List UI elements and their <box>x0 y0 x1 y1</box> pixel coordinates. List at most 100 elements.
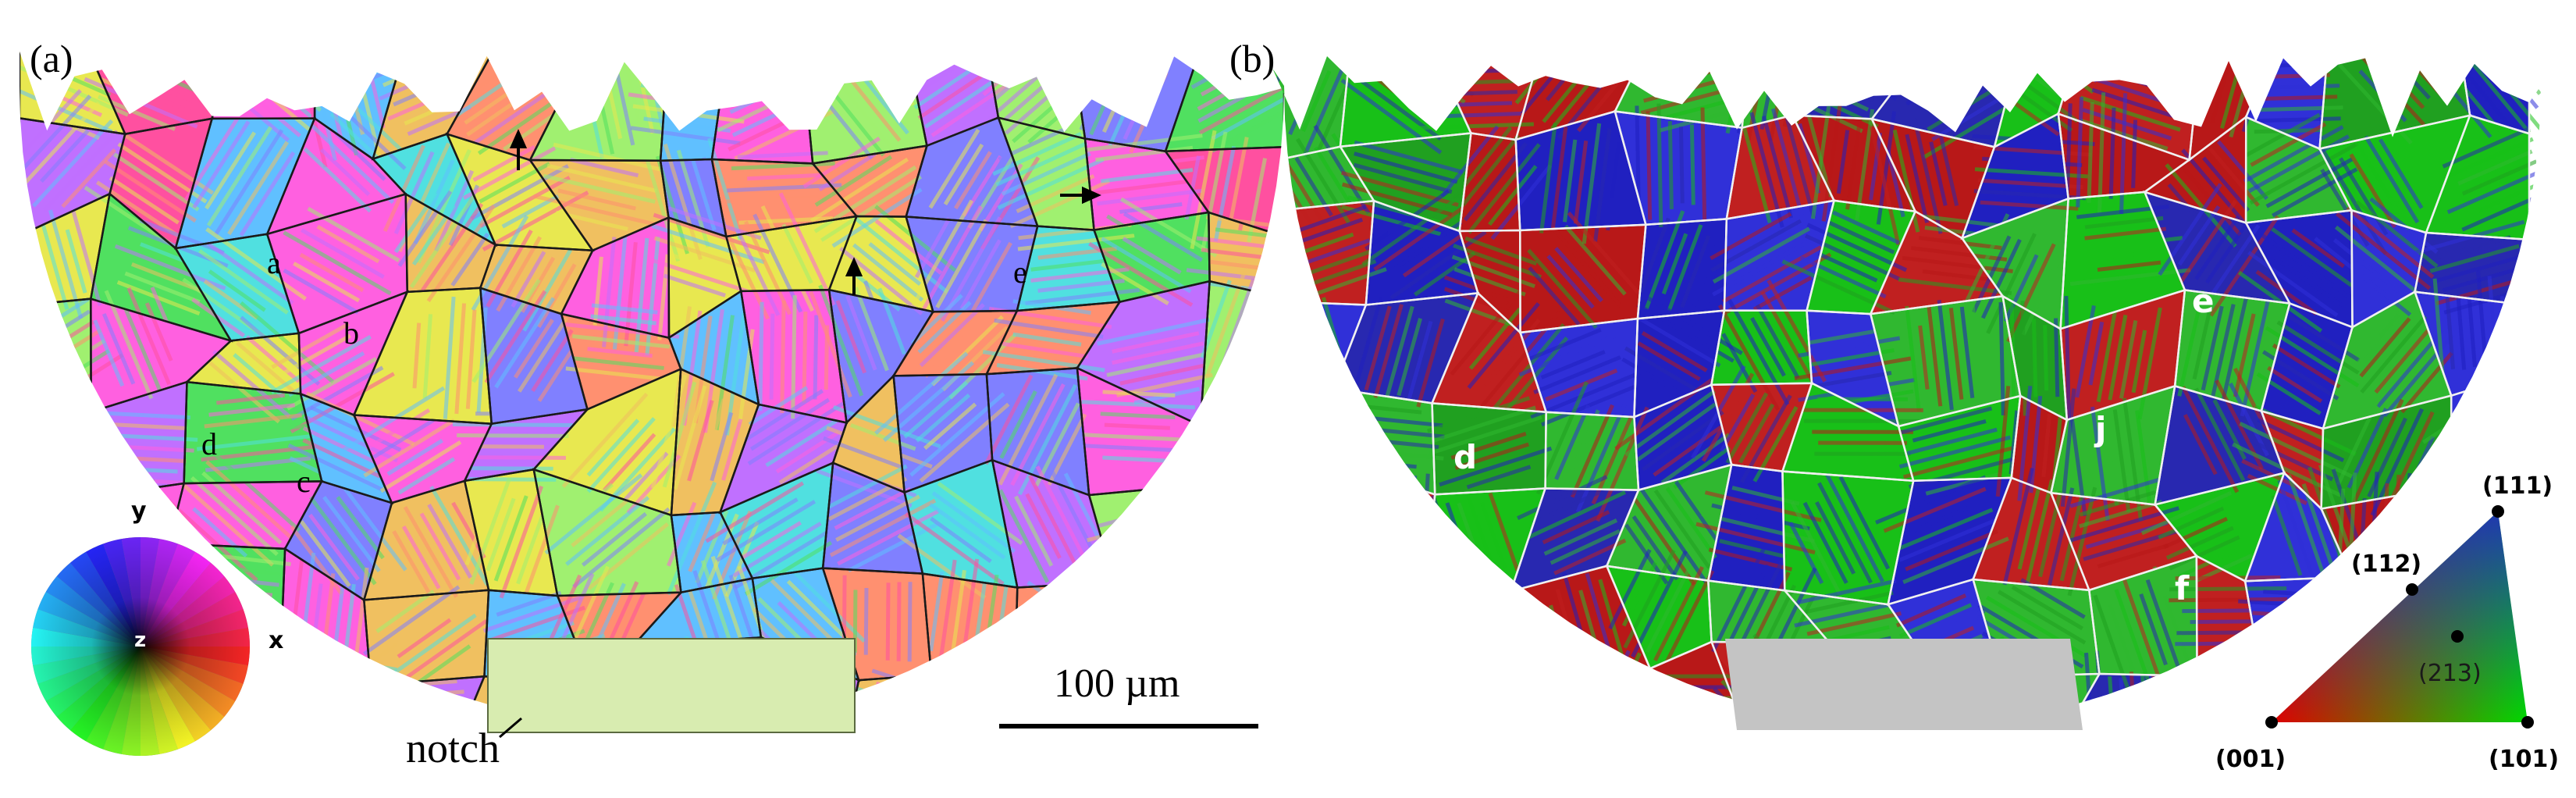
lath <box>1644 210 1685 310</box>
lath <box>397 618 452 659</box>
lath <box>472 144 535 182</box>
lath <box>930 516 992 564</box>
lath <box>1387 577 1405 664</box>
lath <box>1158 704 1230 726</box>
lath <box>426 204 496 303</box>
lath <box>1460 679 1553 726</box>
lath <box>2233 313 2256 397</box>
panel-b-label: (b) <box>1229 37 1275 80</box>
lath <box>1450 287 1524 376</box>
lath <box>747 401 845 466</box>
lath <box>386 438 443 476</box>
scale-bar: 100 µm <box>999 661 1258 729</box>
lath <box>1998 301 2005 415</box>
lath <box>419 512 461 581</box>
lath <box>1001 151 1091 196</box>
lath <box>2097 543 2169 568</box>
lath <box>1712 233 1822 297</box>
lath <box>20 401 67 441</box>
grain-boundary <box>20 399 92 499</box>
lath <box>1083 433 1190 443</box>
lath <box>2277 479 2317 585</box>
lath <box>82 462 106 549</box>
lath <box>493 495 528 582</box>
lath <box>2376 329 2444 408</box>
lath <box>41 224 69 310</box>
lath <box>1301 69 1332 133</box>
lath <box>1624 389 1716 457</box>
lath <box>1817 371 1892 388</box>
lath <box>191 297 246 337</box>
lath <box>1047 581 1123 636</box>
lath <box>2145 579 2182 672</box>
lath <box>1083 444 1190 453</box>
lath <box>1479 310 1562 409</box>
lath <box>537 330 585 402</box>
lath <box>196 433 315 451</box>
lath <box>2267 365 2323 404</box>
lath <box>61 148 117 208</box>
lath <box>522 248 573 332</box>
lath <box>1427 405 1536 444</box>
lath <box>343 583 356 656</box>
lath <box>308 513 360 581</box>
lath <box>2064 295 2071 419</box>
lath <box>2255 62 2338 69</box>
ipf-label-213: (213) <box>2418 660 2482 687</box>
panel-a: (a) a b c d e notch 100 µm y x z <box>20 37 1284 771</box>
lath <box>382 144 425 233</box>
lath <box>863 280 901 370</box>
lath <box>1798 579 1897 604</box>
lath <box>1731 486 1800 506</box>
grain <box>91 298 231 412</box>
lath <box>1806 114 1833 198</box>
lath <box>2240 298 2271 417</box>
lath <box>356 52 471 87</box>
lath <box>38 468 64 563</box>
lath <box>1986 233 2037 334</box>
lath <box>1106 350 1214 377</box>
lath <box>233 52 322 112</box>
key-axis-y: y <box>131 497 147 525</box>
lath <box>705 481 805 543</box>
lath <box>2047 487 2075 586</box>
lath <box>1184 155 1201 220</box>
lath <box>415 644 471 686</box>
lath <box>1464 236 1538 266</box>
lath <box>2032 319 2038 397</box>
lath <box>40 129 90 183</box>
lath <box>1100 411 1176 420</box>
lath <box>780 300 786 414</box>
lath <box>967 241 1012 318</box>
grain <box>2245 576 2352 672</box>
lath <box>2079 490 2156 517</box>
lath <box>814 155 893 207</box>
lath <box>454 303 467 415</box>
lath <box>657 254 670 340</box>
lath <box>2181 386 2240 493</box>
grain <box>1431 644 1564 726</box>
ipf-point-001 <box>2265 716 2278 729</box>
lath <box>2114 589 2151 685</box>
lath <box>1454 442 1530 470</box>
lath <box>1095 145 1194 162</box>
grain <box>2147 665 2290 726</box>
lath <box>1816 56 1877 79</box>
lath <box>20 421 98 477</box>
lath <box>1570 404 1614 498</box>
lath <box>1631 550 1688 658</box>
lath <box>829 498 937 558</box>
lath <box>1925 472 2001 496</box>
grain-boundary <box>1272 640 1386 726</box>
notch-label: notch <box>406 725 500 771</box>
lath <box>397 190 453 267</box>
lath <box>778 438 849 485</box>
grain <box>212 52 315 119</box>
lath <box>1272 415 1332 464</box>
lath <box>1637 341 1701 381</box>
lath <box>1624 346 1703 395</box>
lath <box>2091 87 2176 119</box>
lath <box>721 419 743 481</box>
lath <box>32 119 114 208</box>
lath <box>2122 579 2164 688</box>
